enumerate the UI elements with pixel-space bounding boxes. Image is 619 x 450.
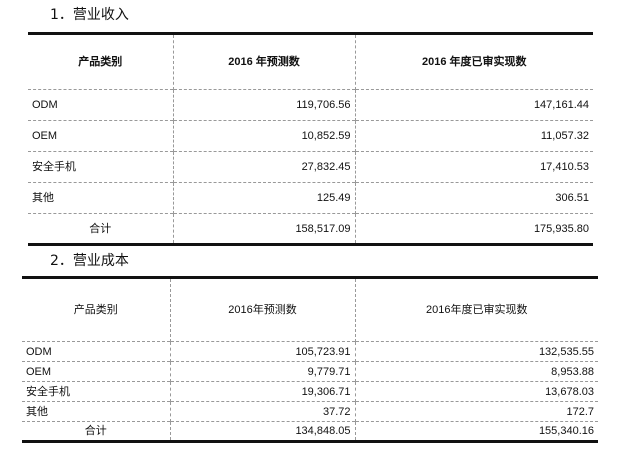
category-cell: ODM — [22, 341, 171, 362]
revenue-table: 产品类别 2016 年预测数 2016 年度已审实现数 ODM 119,706.56 14… — [28, 32, 593, 246]
category-cell: 其他 — [28, 182, 174, 214]
header-row: 产品类别 2016 年预测数 2016 年度已审实现数 — [28, 33, 593, 90]
table-row: ODM 105,723.91 132,535.55 — [22, 341, 598, 362]
value-cell: 158,517.09 — [173, 213, 356, 245]
total-row: 合计 158,517.09 175,935.80 — [28, 213, 593, 245]
value-cell: 8,953.88 — [355, 361, 598, 382]
category-cell: OEM — [28, 120, 174, 152]
value-cell: 175,935.80 — [355, 213, 593, 245]
header-row: 产品类别 2016年预测数 2016年度已审实现数 — [22, 277, 598, 342]
table-row: 其他 37.72 172.7 — [22, 401, 598, 422]
table-row: ODM 119,706.56 147,161.44 — [28, 89, 593, 121]
section-1-title: 1．营业收入 — [50, 7, 129, 23]
table-row: OEM 9,779.71 8,953.88 — [22, 361, 598, 382]
value-cell: 17,410.53 — [355, 151, 593, 183]
value-cell: 9,779.71 — [170, 361, 356, 382]
value-cell: 155,340.16 — [355, 421, 598, 442]
value-cell: 147,161.44 — [355, 89, 593, 121]
table-row: 安全手机 19,306.71 13,678.03 — [22, 381, 598, 402]
value-cell: 19,306.71 — [170, 381, 356, 402]
category-cell: 合计 — [28, 213, 174, 245]
value-cell: 172.7 — [355, 401, 598, 422]
cost-table: 产品类别 2016年预测数 2016年度已审实现数 ODM 105,723.91 132,… — [22, 276, 598, 443]
table-row: 安全手机 27,832.45 17,410.53 — [28, 151, 593, 183]
column-header: 2016 年度已审实现数 — [421, 56, 527, 68]
column-header: 2016 年预测数 — [173, 33, 356, 90]
category-cell: OEM — [22, 361, 171, 382]
table-row: OEM 10,852.59 11,057.32 — [28, 120, 593, 152]
value-cell: 132,535.55 — [355, 341, 598, 362]
value-cell: 125.49 — [173, 182, 356, 214]
column-header: 2016年预测数 — [170, 277, 356, 342]
column-header: 产品类别 — [22, 277, 171, 342]
value-cell: 11,057.32 — [355, 120, 593, 152]
value-cell: 10,852.59 — [173, 120, 356, 152]
value-cell: 13,678.03 — [355, 381, 598, 402]
category-cell: 其他 — [22, 401, 171, 422]
column-header: 2016年度已审实现数 — [426, 304, 528, 316]
total-row: 合计 134,848.05 155,340.16 — [22, 421, 598, 442]
category-cell: 安全手机 — [22, 381, 171, 402]
value-cell: 105,723.91 — [170, 341, 356, 362]
table-row: 其他 125.49 306.51 — [28, 182, 593, 214]
category-cell: 合计 — [22, 421, 171, 442]
column-header: 产品类别 — [28, 33, 174, 90]
category-cell: ODM — [28, 89, 174, 121]
value-cell: 37.72 — [170, 401, 356, 422]
value-cell: 306.51 — [355, 182, 593, 214]
section-2-title: 2．营业成本 — [50, 253, 129, 269]
value-cell: 134,848.05 — [170, 421, 356, 442]
value-cell: 27,832.45 — [173, 151, 356, 183]
category-cell: 安全手机 — [28, 151, 174, 183]
value-cell: 119,706.56 — [173, 89, 356, 121]
